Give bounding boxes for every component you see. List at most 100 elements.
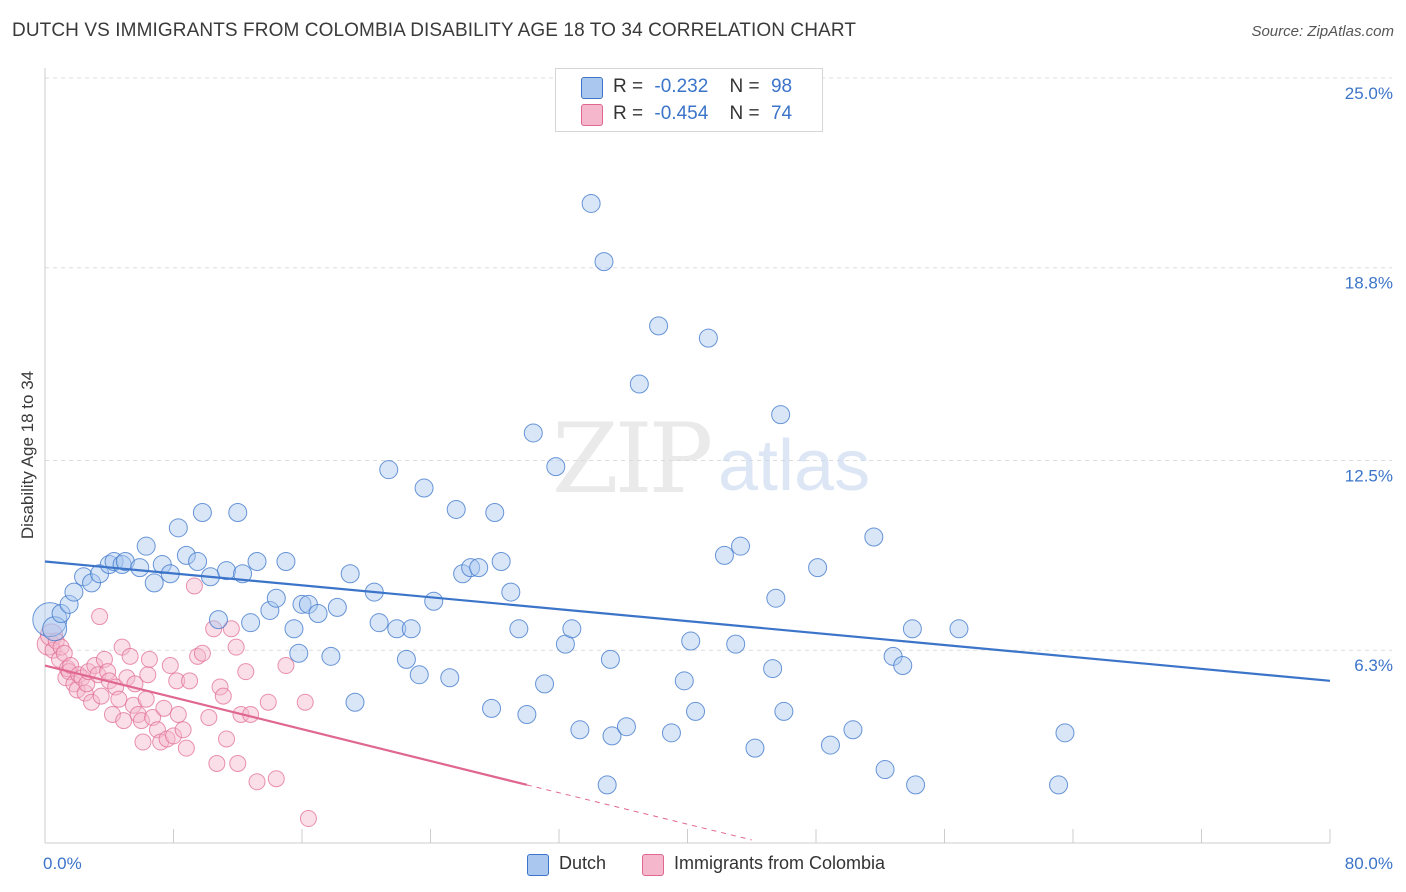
dutch-point bbox=[345, 692, 365, 712]
colombia-point bbox=[92, 687, 110, 705]
dutch-point bbox=[289, 643, 309, 663]
tick-labels: 6.3% 12.5% 18.8% 25.0% 0.0% 80.0% bbox=[43, 84, 1393, 873]
dutch-point bbox=[228, 503, 248, 523]
colombia-point bbox=[168, 672, 186, 690]
dutch-point bbox=[247, 551, 267, 571]
colombia-point bbox=[181, 672, 199, 690]
dutch-point bbox=[241, 613, 261, 633]
dutch-point bbox=[401, 619, 421, 639]
dutch-point bbox=[208, 610, 228, 630]
dutch-point bbox=[714, 545, 734, 565]
dutch-point bbox=[1049, 775, 1069, 795]
dutch-point bbox=[308, 604, 328, 623]
colombia-point bbox=[155, 699, 173, 717]
dutch-point bbox=[902, 619, 922, 639]
colombia-point bbox=[121, 647, 139, 665]
colombia-point bbox=[277, 657, 295, 675]
dutch-point bbox=[546, 457, 566, 477]
colombia-point bbox=[259, 693, 277, 711]
colombia-point bbox=[299, 810, 317, 828]
colombia-point bbox=[189, 647, 207, 665]
legend-label-colombia: Immigrants from Colombia bbox=[674, 853, 886, 873]
dutch-point bbox=[64, 582, 84, 602]
legend-label-dutch: Dutch bbox=[559, 853, 607, 873]
colombia-trend-extension bbox=[526, 784, 752, 841]
dutch-point bbox=[168, 518, 188, 538]
colombia-point bbox=[83, 693, 101, 711]
dutch-point bbox=[396, 649, 416, 669]
colombia-point bbox=[218, 730, 236, 748]
dutch-point bbox=[188, 551, 208, 571]
colombia-swatch bbox=[642, 854, 664, 876]
dutch-point bbox=[774, 701, 794, 721]
colombia-point bbox=[165, 727, 182, 745]
dutch-point bbox=[731, 536, 751, 556]
dutch-point bbox=[745, 738, 765, 758]
n-label: N = bbox=[729, 103, 760, 124]
dutch-point bbox=[726, 634, 746, 654]
dutch-point bbox=[698, 328, 718, 348]
dutch-point bbox=[409, 665, 429, 685]
colombia-point bbox=[227, 638, 245, 656]
dutch-point bbox=[284, 619, 304, 639]
colombia-point bbox=[134, 733, 152, 751]
colombia-point bbox=[140, 650, 158, 668]
colombia-point bbox=[110, 690, 128, 708]
n-value-dutch: 98 bbox=[770, 76, 793, 97]
watermark: ZIP atlas bbox=[552, 403, 870, 515]
y-tick-label: 25.0% bbox=[1345, 84, 1393, 103]
dutch-point bbox=[260, 600, 280, 620]
dutch-point bbox=[616, 717, 636, 737]
colombia-point bbox=[185, 577, 203, 595]
watermark-zip: ZIP bbox=[552, 403, 711, 515]
colombia-point bbox=[132, 712, 150, 730]
dutch-point bbox=[649, 316, 669, 336]
axis-layer bbox=[44, 68, 1331, 844]
dutch-point bbox=[594, 252, 614, 272]
colombia-point bbox=[137, 690, 155, 708]
dutch-point bbox=[629, 374, 649, 394]
dutch-point bbox=[843, 720, 863, 740]
colombia-point bbox=[139, 666, 157, 684]
colombia-point bbox=[91, 608, 109, 626]
r-value-dutch: -0.232 bbox=[654, 76, 709, 97]
colombia-point bbox=[211, 678, 229, 696]
colombia-point bbox=[177, 739, 195, 757]
colombia-point bbox=[193, 644, 211, 662]
colombia-point bbox=[208, 754, 226, 772]
dutch-point bbox=[570, 720, 590, 740]
dutch-point bbox=[491, 551, 511, 571]
dutch-point bbox=[379, 460, 399, 480]
dutch-point bbox=[864, 527, 884, 547]
source-label: Source: ZipAtlas.com bbox=[1251, 23, 1394, 40]
dutch-point bbox=[266, 588, 286, 608]
series-legend: Dutch Immigrants from Colombia bbox=[0, 852, 1406, 878]
dutch-point bbox=[686, 701, 706, 721]
x-tick-label: 80.0% bbox=[1345, 854, 1393, 873]
dutch-point bbox=[440, 668, 460, 688]
trend-lines bbox=[44, 560, 1331, 841]
r-value-colombia: -0.454 bbox=[654, 103, 709, 124]
dutch-point bbox=[523, 423, 543, 443]
dutch-point bbox=[808, 558, 828, 578]
n-label: N = bbox=[729, 76, 760, 97]
colombia-point bbox=[229, 754, 247, 772]
watermark-atlas: atlas bbox=[718, 426, 870, 506]
y-tick-label: 12.5% bbox=[1345, 467, 1393, 486]
x-tick-label: 0.0% bbox=[43, 854, 82, 873]
dutch-point bbox=[414, 478, 434, 498]
colombia-point bbox=[248, 773, 266, 791]
dutch-point bbox=[820, 735, 840, 755]
colombia-point bbox=[205, 620, 223, 638]
colombia-point bbox=[296, 693, 314, 711]
dutch-point bbox=[906, 775, 926, 795]
dutch-point bbox=[602, 726, 622, 746]
dutch-trend-line bbox=[44, 560, 1331, 682]
dutch-point bbox=[581, 193, 601, 213]
colombia-point bbox=[237, 663, 255, 681]
colombia-point bbox=[200, 709, 218, 727]
dutch-point bbox=[535, 674, 555, 694]
dutch-point bbox=[893, 656, 913, 676]
dutch-point bbox=[136, 536, 156, 556]
dutch-points bbox=[32, 193, 1075, 795]
